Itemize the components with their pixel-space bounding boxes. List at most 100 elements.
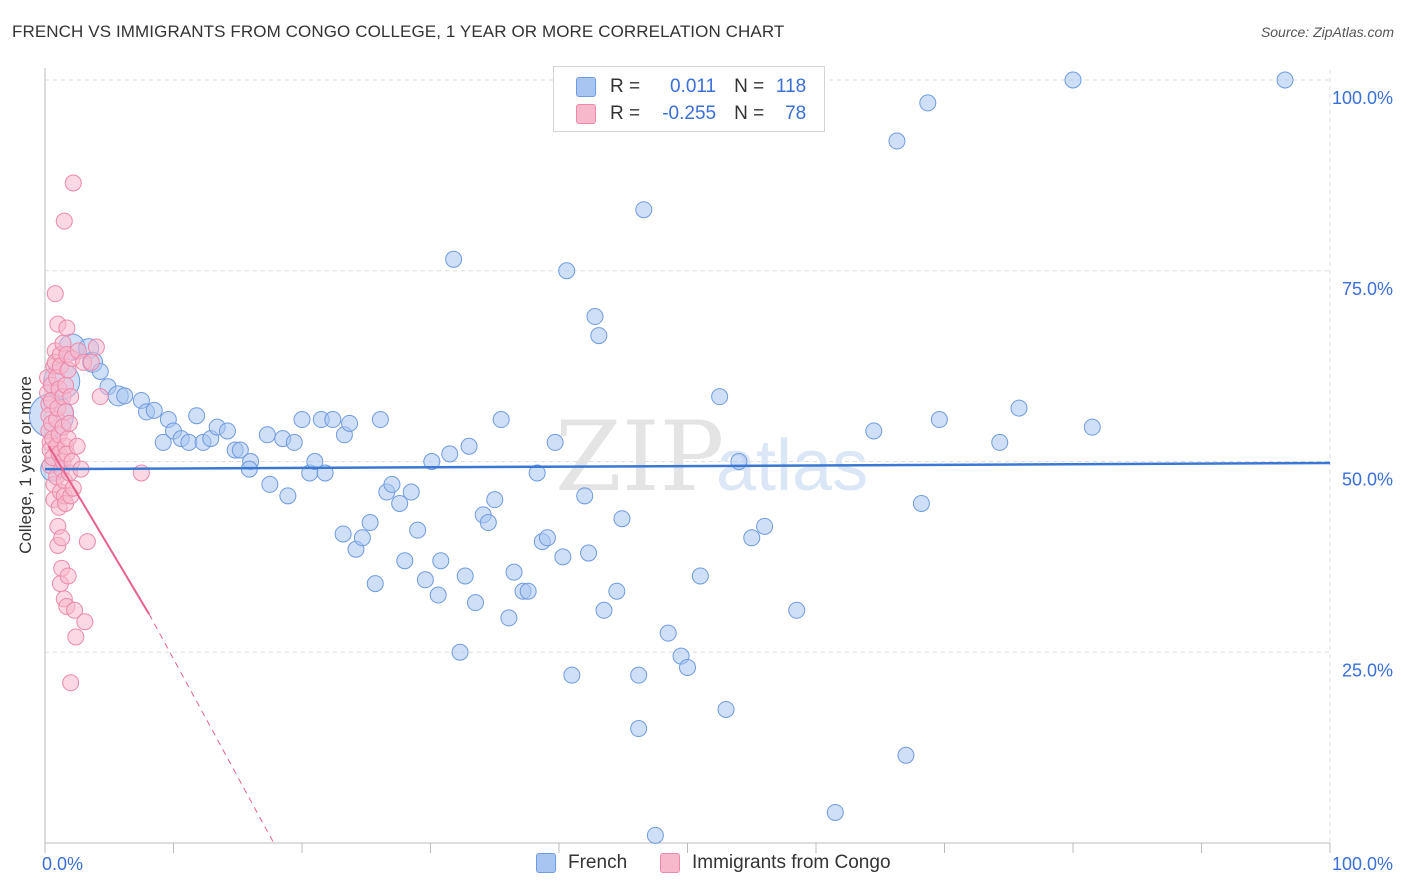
french-point-57 — [445, 250, 463, 268]
bottom-legend-french: French — [536, 852, 627, 874]
french-point-45 — [371, 411, 389, 429]
french-point-47 — [383, 475, 401, 493]
french-point-76 — [563, 666, 581, 684]
congo-point-36 — [53, 529, 71, 547]
legend-r-value-congo: -0.255 — [662, 103, 717, 124]
congo-point-50 — [58, 319, 76, 337]
french-point-38 — [334, 525, 352, 543]
trend-line-congo-extension — [148, 613, 275, 844]
french-point-72 — [538, 529, 556, 547]
trend-line-french — [44, 461, 1331, 471]
legend-n-value-french: 118 — [775, 76, 807, 97]
french-point-73 — [546, 433, 564, 451]
y-tick-label-50: 50.0% — [1342, 470, 1393, 490]
legend-n-label: N = — [734, 103, 765, 124]
french-point-64 — [486, 491, 504, 509]
french-point-95 — [743, 529, 761, 547]
congo-point-72 — [76, 613, 94, 631]
french-point-105 — [930, 411, 948, 429]
legend-r-label: R = — [610, 76, 641, 97]
french-point-27 — [258, 426, 276, 444]
french-point-84 — [630, 720, 648, 738]
trend-lines — [44, 445, 1331, 844]
french-point-59 — [456, 567, 474, 585]
x-tick-label-min: 0.0% — [42, 854, 83, 874]
bottom-legend-congo: Immigrants from Congo — [660, 852, 891, 874]
y-tick-label-75: 75.0% — [1342, 279, 1393, 299]
french-point-99 — [826, 803, 844, 821]
french-point-24 — [231, 441, 249, 459]
congo-point-74 — [82, 353, 100, 371]
congo-point-75 — [87, 338, 105, 356]
congo-point-68 — [68, 437, 86, 455]
french-point-65 — [492, 411, 510, 429]
french-point-18 — [188, 407, 206, 425]
french-point-85 — [630, 666, 648, 684]
y-tick-label-25: 25.0% — [1342, 660, 1393, 680]
french-point-108 — [1064, 71, 1082, 89]
french-point-49 — [396, 552, 414, 570]
french-point-63 — [479, 514, 497, 532]
legend-r-label: R = — [610, 103, 641, 124]
french-point-12 — [145, 401, 163, 419]
french-point-22 — [218, 422, 236, 440]
french-point-102 — [897, 746, 915, 764]
french-point-43 — [361, 514, 379, 532]
french-point-104 — [919, 94, 937, 112]
bottom-legend: French Immigrants from Congo — [0, 852, 1406, 878]
legend-n-value-congo: 78 — [785, 103, 807, 124]
french-point-81 — [595, 601, 613, 619]
legend-swatch-congo — [576, 104, 596, 124]
french-point-107 — [1010, 399, 1028, 417]
french-point-78 — [580, 544, 598, 562]
bottom-legend-swatch-congo — [660, 853, 680, 873]
french-point-51 — [409, 521, 427, 539]
french-point-88 — [659, 624, 677, 642]
y-tick-label-100: 100.0% — [1332, 88, 1393, 108]
french-point-79 — [586, 308, 604, 326]
french-point-53 — [423, 453, 441, 470]
bottom-legend-label-congo: Immigrants from Congo — [692, 852, 891, 873]
french-point-28 — [261, 475, 279, 493]
french-point-40 — [341, 414, 359, 432]
french-point-37 — [324, 411, 342, 429]
french-point-60 — [460, 437, 478, 455]
french-point-34 — [306, 453, 324, 470]
french-point-56 — [441, 445, 459, 463]
congo-point-77 — [132, 464, 150, 482]
congo-point-67 — [67, 628, 85, 646]
french-point-96 — [756, 517, 774, 535]
french-point-13 — [154, 433, 172, 451]
congo-point-59 — [62, 674, 80, 692]
french-point-70 — [528, 464, 546, 482]
french-point-93 — [717, 700, 735, 718]
french-point-66 — [500, 609, 518, 627]
french-point-32 — [293, 411, 311, 429]
french-point-69 — [519, 582, 537, 600]
french-point-101 — [888, 132, 906, 150]
congo-point-16 — [46, 285, 64, 303]
french-point-17 — [180, 433, 198, 451]
french-point-50 — [402, 483, 420, 501]
congo-point-56 — [59, 567, 77, 585]
series-congo-points — [39, 174, 150, 692]
french-point-82 — [608, 582, 626, 600]
french-point-48 — [391, 494, 409, 512]
french-point-91 — [691, 567, 709, 585]
french-point-58 — [451, 643, 469, 661]
legend-r-value-french: 0.011 — [669, 76, 717, 97]
french-point-42 — [353, 529, 371, 547]
legend-row-congo: R = -0.255 N = 78 — [576, 102, 806, 126]
french-point-74 — [554, 548, 572, 566]
french-point-110 — [1276, 71, 1294, 89]
french-point-109 — [1083, 418, 1101, 436]
congo-point-64 — [64, 174, 82, 192]
french-point-77 — [576, 487, 594, 505]
legend-swatch-french — [576, 77, 596, 97]
french-point-90 — [679, 659, 696, 677]
french-point-92 — [711, 388, 729, 406]
french-point-9 — [116, 387, 134, 405]
x-tick-label-max: 100.0% — [1332, 854, 1393, 874]
congo-point-73 — [78, 533, 96, 551]
legend-n-label: N = — [734, 76, 765, 97]
